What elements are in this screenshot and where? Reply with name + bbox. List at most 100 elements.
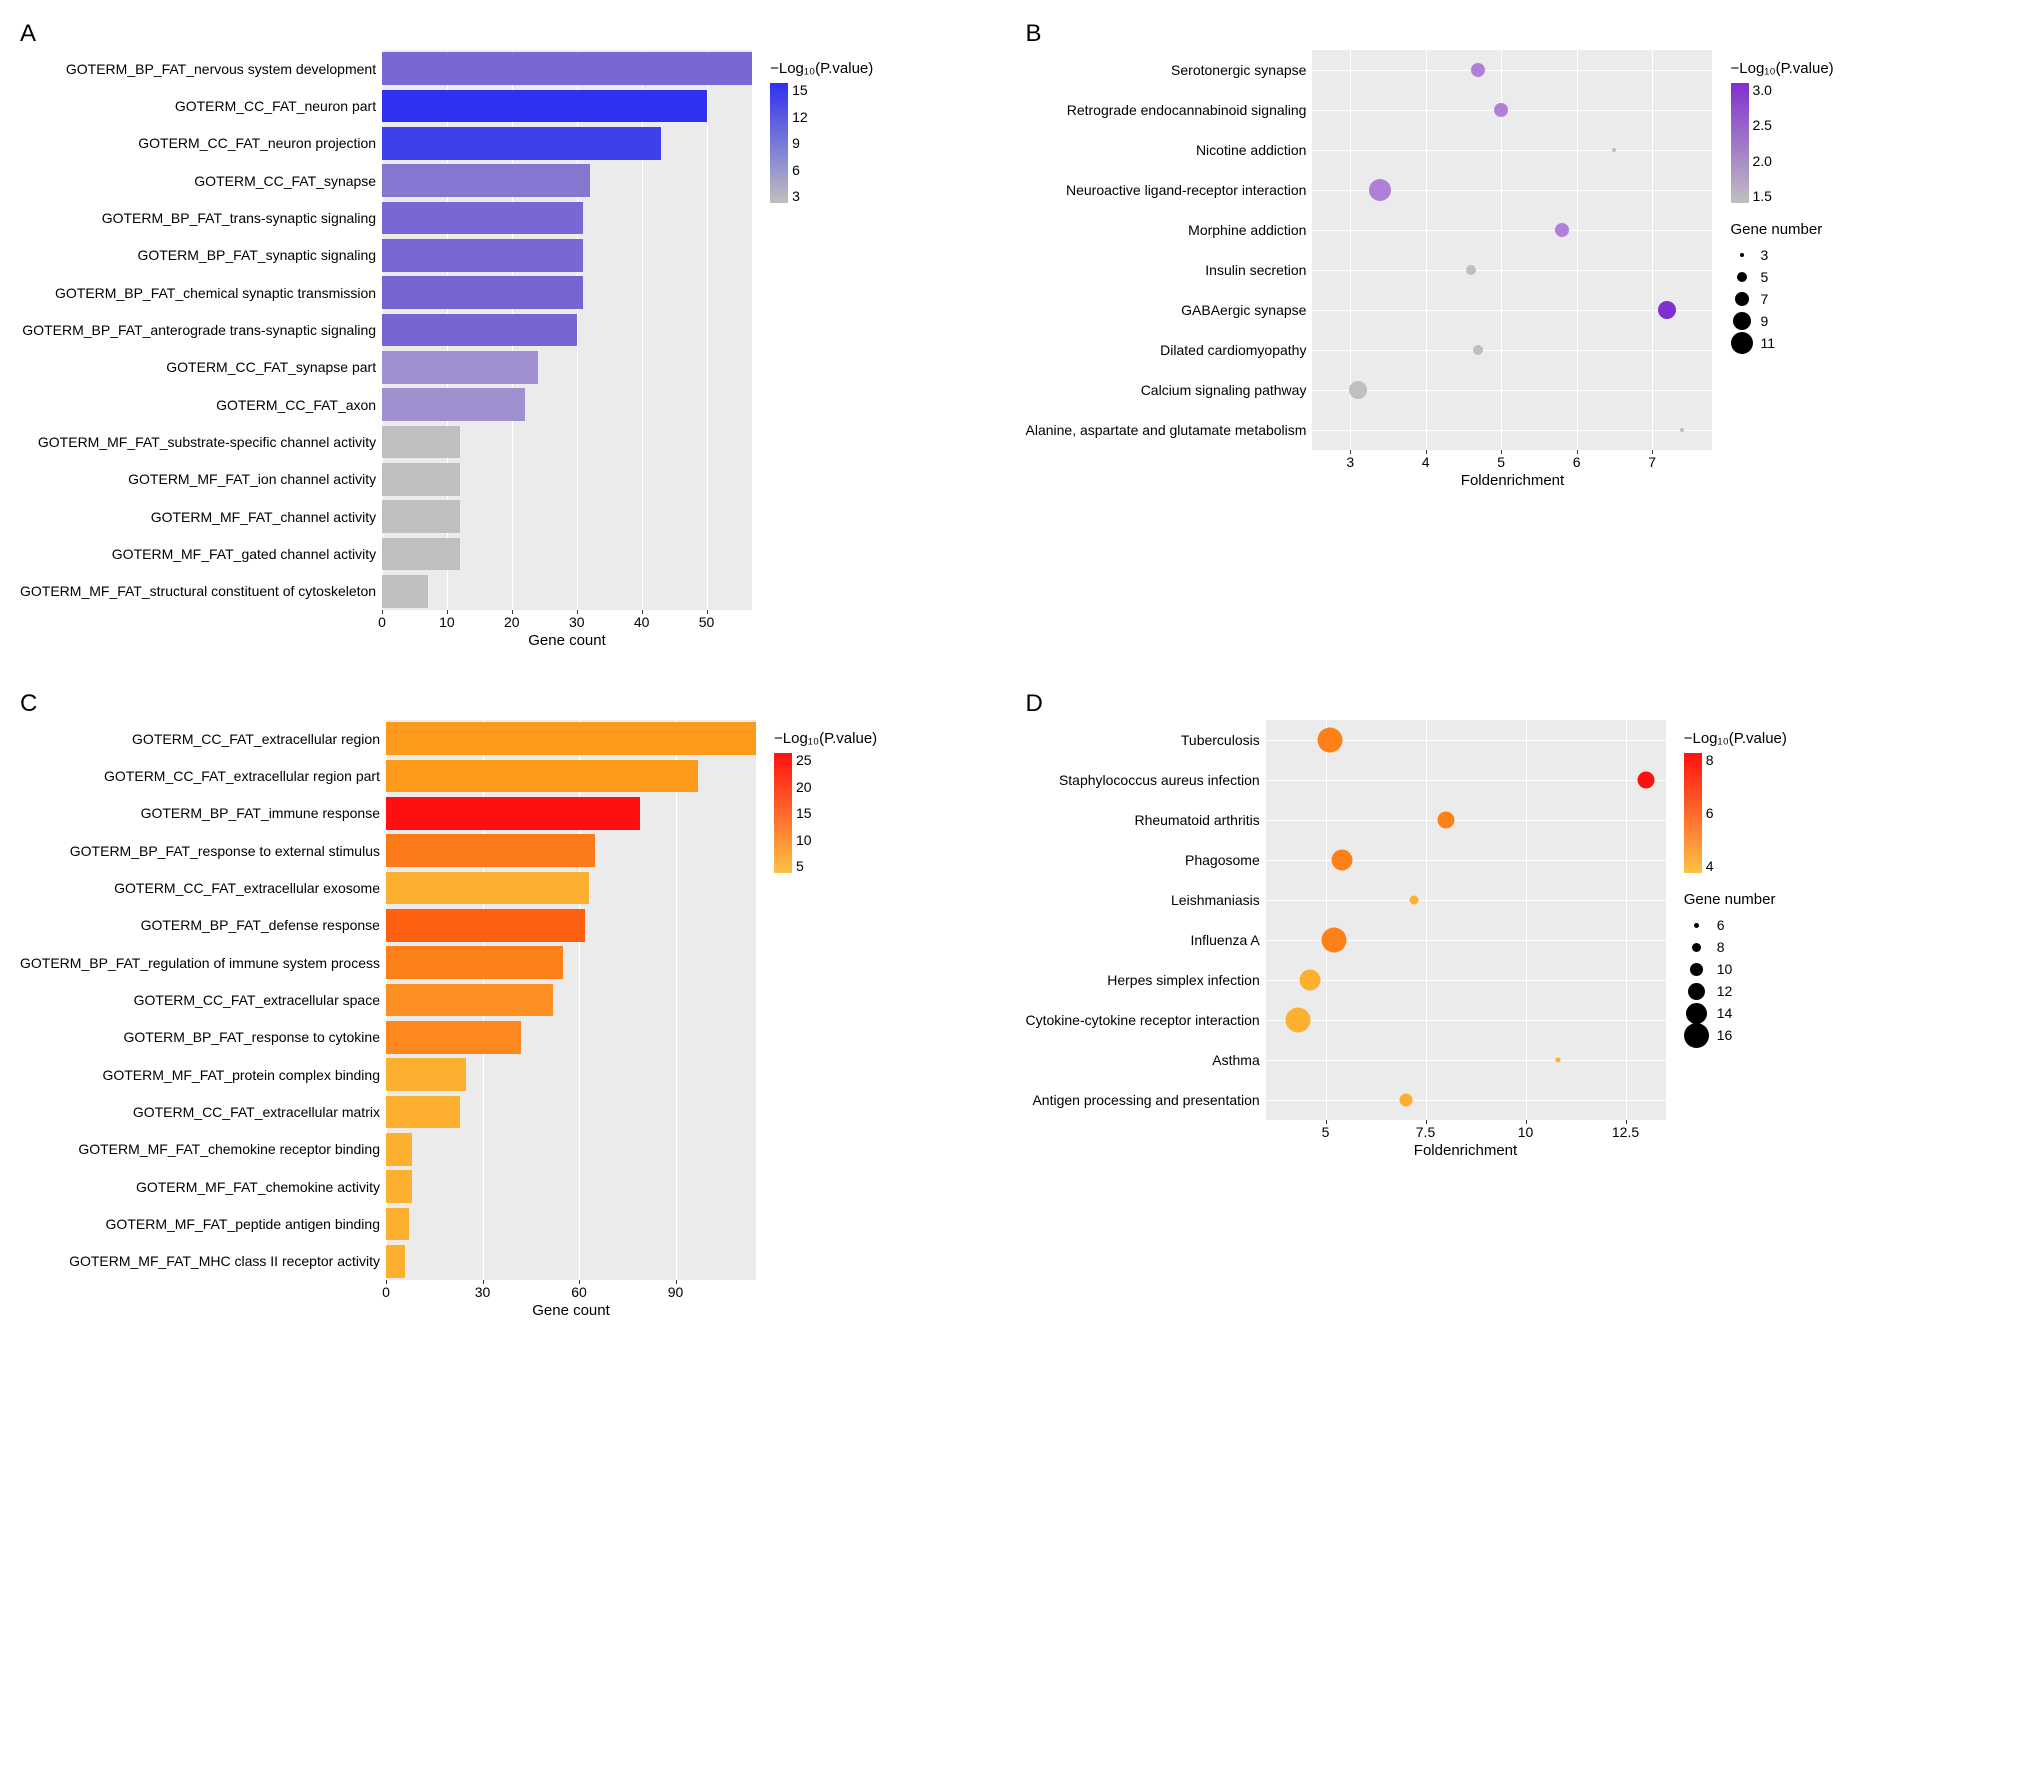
bar <box>382 463 460 496</box>
panel-c-legend: −Log₁₀(P.value) 25 20 15 10 5 <box>774 730 877 873</box>
panel-b-legend-title: −Log₁₀(P.value) <box>1731 60 1834 77</box>
dot-point <box>1680 428 1684 432</box>
xlabel: Foldenrichment <box>1414 1142 1517 1159</box>
panel-c-plot: GOTERM_CC_FAT_extracellular regionGOTERM… <box>20 720 1006 1320</box>
colorbar-tick: 15 <box>796 806 812 820</box>
bar <box>386 1208 409 1241</box>
dot-ylabel: Nicotine addiction <box>1026 130 1307 170</box>
dot-ylabel: Influenza A <box>1026 920 1260 960</box>
dot-point <box>1331 850 1352 871</box>
bar <box>386 872 589 905</box>
bar-ylabel: GOTERM_CC_FAT_extracellular region part <box>20 757 380 794</box>
panel-d-label: D <box>1026 690 1043 718</box>
panel-c: C GOTERM_CC_FAT_extracellular regionGOTE… <box>20 690 1006 1320</box>
panel-b-label: B <box>1026 20 1042 48</box>
size-legend-row: 8 <box>1684 936 1787 958</box>
bar <box>386 984 553 1017</box>
panel-b-legend: −Log₁₀(P.value) 3.02.52.01.5 Gene number… <box>1731 60 1834 354</box>
bar-ylabel: GOTERM_CC_FAT_axon <box>20 386 376 423</box>
xtick-label: 60 <box>571 1284 587 1300</box>
bar-ylabel: GOTERM_MF_FAT_chemokine receptor binding <box>20 1131 380 1168</box>
colorbar-tick: 9 <box>792 136 808 150</box>
bar-ylabel: GOTERM_CC_FAT_synapse <box>20 162 376 199</box>
xtick-label: 20 <box>504 614 520 630</box>
bar-ylabel: GOTERM_CC_FAT_extracellular matrix <box>20 1093 380 1130</box>
dot-point <box>1555 223 1569 237</box>
bar-ylabel: GOTERM_BP_FAT_anterograde trans-synaptic… <box>20 311 376 348</box>
dot-point <box>1437 812 1454 829</box>
bar <box>386 909 585 942</box>
bar <box>382 351 538 384</box>
dot-ylabel: Insulin secretion <box>1026 250 1307 290</box>
dot-ylabel: Asthma <box>1026 1040 1260 1080</box>
colorbar-tick: 10 <box>796 833 812 847</box>
bar-ylabel: GOTERM_MF_FAT_chemokine activity <box>20 1168 380 1205</box>
panel-a-legend: −Log₁₀(P.value) 1512963 <box>770 60 873 203</box>
dot-ylabel: Antigen processing and presentation <box>1026 1080 1260 1120</box>
bar <box>382 500 460 533</box>
panel-b-plot: Serotonergic synapseRetrograde endocanna… <box>1026 50 2012 490</box>
bar-ylabel: GOTERM_CC_FAT_synapse part <box>20 349 376 386</box>
bar-ylabel: GOTERM_MF_FAT_protein complex binding <box>20 1056 380 1093</box>
dot-ylabel: Phagosome <box>1026 840 1260 880</box>
bar-ylabel: GOTERM_CC_FAT_extracellular exosome <box>20 869 380 906</box>
bar <box>382 276 583 309</box>
colorbar-tick: 5 <box>796 859 812 873</box>
dot-point <box>1471 63 1485 77</box>
bar-ylabel: GOTERM_BP_FAT_defense response <box>20 907 380 944</box>
bar-ylabel: GOTERM_CC_FAT_extracellular space <box>20 981 380 1018</box>
bar <box>382 575 427 608</box>
colorbar-tick: 12 <box>792 110 808 124</box>
bar <box>382 127 661 160</box>
bar <box>382 164 590 197</box>
dot-point <box>1349 381 1367 399</box>
panel-b-size-title: Gene number <box>1731 221 1834 238</box>
dot-point <box>1299 970 1320 991</box>
dot-ylabel: Cytokine-cytokine receptor interaction <box>1026 1000 1260 1040</box>
bar <box>386 1096 460 1129</box>
dot-ylabel: Calcium signaling pathway <box>1026 370 1307 410</box>
size-legend-row: 12 <box>1684 980 1787 1002</box>
colorbar-tick: 2.0 <box>1753 154 1772 168</box>
bar-ylabel: GOTERM_BP_FAT_chemical synaptic transmis… <box>20 274 376 311</box>
panel-d-plot: TuberculosisStaphylococcus aureus infect… <box>1026 720 2012 1160</box>
panel-d-size-legend: Gene number 6810121416 <box>1684 891 1787 1046</box>
size-legend-row: 14 <box>1684 1002 1787 1024</box>
size-legend-row: 6 <box>1684 914 1787 936</box>
size-legend-row: 10 <box>1684 958 1787 980</box>
dot-ylabel: Serotonergic synapse <box>1026 50 1307 90</box>
dot-ylabel: Dilated cardiomyopathy <box>1026 330 1307 370</box>
size-legend-row: 7 <box>1731 288 1834 310</box>
colorbar-tick: 6 <box>1706 806 1714 820</box>
bar <box>382 90 707 123</box>
dot-ylabel: Retrograde endocannabinoid signaling <box>1026 90 1307 130</box>
dot-ylabel: Herpes simplex infection <box>1026 960 1260 1000</box>
dot-point <box>1473 345 1483 355</box>
xtick-label: 6 <box>1573 454 1581 470</box>
colorbar-tick: 25 <box>796 753 812 767</box>
panel-d-colorbar <box>1684 753 1702 873</box>
dot-ylabel: Tuberculosis <box>1026 720 1260 760</box>
bar <box>382 388 525 421</box>
bar-ylabel: GOTERM_BP_FAT_synaptic signaling <box>20 237 376 274</box>
colorbar-tick: 4 <box>1706 859 1714 873</box>
bar-ylabel: GOTERM_BP_FAT_regulation of immune syste… <box>20 944 380 981</box>
panel-c-legend-title: −Log₁₀(P.value) <box>774 730 877 747</box>
dot-point <box>1409 896 1418 905</box>
panel-a-colorbar <box>770 83 788 203</box>
panel-d-legend-title: −Log₁₀(P.value) <box>1684 730 1787 747</box>
bar <box>386 797 640 830</box>
bar <box>386 1058 466 1091</box>
colorbar-tick: 20 <box>796 780 812 794</box>
xtick-label: 12.5 <box>1612 1124 1639 1140</box>
xtick-label: 4 <box>1422 454 1430 470</box>
bar-ylabel: GOTERM_BP_FAT_response to cytokine <box>20 1019 380 1056</box>
panel-a: A GOTERM_BP_FAT_nervous system developme… <box>20 20 1006 650</box>
dot-point <box>1637 772 1654 789</box>
xlabel: Gene count <box>532 1302 610 1319</box>
bar <box>386 1245 405 1278</box>
dot-ylabel: Rheumatoid arthritis <box>1026 800 1260 840</box>
xtick-label: 10 <box>439 614 455 630</box>
panel-a-label: A <box>20 20 36 48</box>
bar-ylabel: GOTERM_MF_FAT_MHC class II receptor acti… <box>20 1243 380 1280</box>
